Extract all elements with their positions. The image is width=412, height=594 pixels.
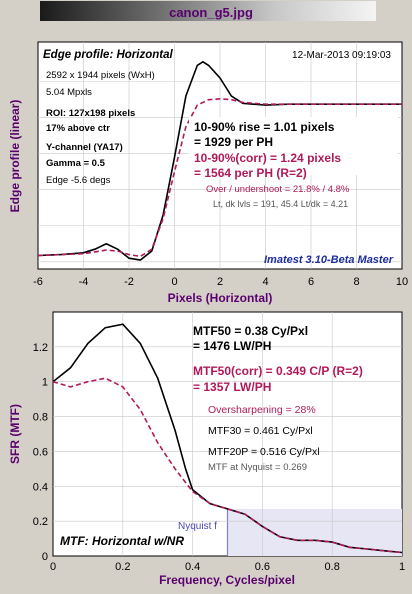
mtf50-lwph: = 1476 LW/PH <box>193 339 271 353</box>
gray-gradient-strip <box>40 1 376 21</box>
mtf-x-tick: 0.6 <box>255 561 270 573</box>
edge-x-tick-labels: -6 -4 -2 0 2 4 6 8 10 <box>33 276 408 288</box>
nyquist-label: Nyquist f <box>178 521 217 532</box>
mtf-y-tick: 1.2 <box>33 342 48 354</box>
edge-x-tick: 8 <box>353 276 359 288</box>
info-edge-angle: Edge -5.6 degs <box>46 175 111 186</box>
mtf-chart: 0 0.2 0.4 0.6 0.8 1 0 0.2 0.4 0.6 0.8 1 1.2 MTF50 =… <box>8 311 405 587</box>
mtf-nyquist-text: MTF at Nyquist = 0.269 <box>208 462 307 473</box>
edge-info-block: 2592 x 1944 pixels (WxH) 5.04 Mpxls ROI:… <box>46 70 155 186</box>
mtf20p-text: MTF20P = 0.516 Cy/Pxl <box>208 446 320 458</box>
edge-x-tick: 4 <box>262 276 268 288</box>
mtf30-text: MTF30 = 0.461 Cy/Pxl <box>208 425 313 437</box>
edge-x-tick: -4 <box>79 276 89 288</box>
edge-series-line-1 <box>37 97 402 258</box>
info-gamma: Gamma = 0.5 <box>46 158 106 169</box>
mtf-bottom-label: MTF: Horizontal w/NR <box>60 534 184 548</box>
mtf-x-tick: 0 <box>50 561 56 573</box>
mtf-x-tick: 0.8 <box>325 561 340 573</box>
imatest-watermark: Imatest 3.10-Beta Master <box>264 254 394 266</box>
nyquist-region <box>226 508 402 556</box>
edge-x-tick: 10 <box>396 276 408 288</box>
info-size: 2592 x 1944 pixels (WxH) <box>46 70 155 81</box>
rise-value: 10-90% rise = 1.01 pixels <box>194 120 335 134</box>
mtf-y-tick: 0.2 <box>33 516 48 528</box>
mtf-y-tick: 0.4 <box>33 481 48 493</box>
mtf-series-lines <box>52 323 403 554</box>
mtf-y-tick: 0 <box>42 551 48 563</box>
mtf50-value: MTF50 = 0.38 Cy/Pxl <box>193 324 308 338</box>
mtf-y-tick: 0.6 <box>33 446 48 458</box>
edge-y-axis-label: Edge profile (linear) <box>8 100 22 213</box>
mtf-x-axis-label: Frequency, Cycles/pixel <box>159 573 295 587</box>
edge-x-tick: -6 <box>33 276 43 288</box>
mtf-series-line-1 <box>52 377 403 554</box>
mtf-x-tick: 0.2 <box>115 561 130 573</box>
rise-corr-value: 10-90%(corr) = 1.24 pixels <box>194 151 341 165</box>
edge-x-tick: 6 <box>308 276 314 288</box>
mtf-x-tick: 0.4 <box>185 561 200 573</box>
mtf-x-tick: 1 <box>399 561 405 573</box>
edge-profile-chart: -6 -4 -2 0 2 4 6 8 10 Edge profile: Horizontal 1… <box>8 41 408 305</box>
mtf-y-axis-label: SFR (MTF) <box>8 404 22 464</box>
info-position: 17% above ctr <box>46 123 110 134</box>
edge-results-backdrop <box>189 117 398 175</box>
info-channel: Y-channel (YA17) <box>46 142 123 153</box>
edge-x-tick: 0 <box>171 276 177 288</box>
edge-x-tick: -2 <box>124 276 134 288</box>
mtf-y-tick: 0.8 <box>33 412 48 424</box>
rise-corr-per-ph: = 1564 per PH (R=2) <box>194 166 307 180</box>
edge-chart-title: Edge profile: Horizontal <box>43 49 174 61</box>
mtf-y-tick-labels: 0 0.2 0.4 0.6 0.8 1 1.2 <box>33 342 48 563</box>
edge-x-tick: 2 <box>217 276 223 288</box>
edge-timestamp: 12-Mar-2013 09:19:03 <box>292 50 391 61</box>
mtf-y-tick: 1 <box>42 377 48 389</box>
figure-title: canon_g5.jpg <box>169 5 253 20</box>
info-mpxls: 5.04 Mpxls <box>46 87 92 98</box>
edge-x-axis-label: Pixels (Horizontal) <box>168 291 273 305</box>
edge-series-lines <box>37 60 402 261</box>
mtf50-corr-value: MTF50(corr) = 0.349 C/P (R=2) <box>193 364 363 378</box>
nyquist-shade <box>227 508 402 556</box>
info-roi: ROI: 127x198 pixels <box>46 108 135 119</box>
mtf50-corr-lwph: = 1357 LW/PH <box>193 380 271 394</box>
oversharpening-text: Oversharpening = 28% <box>208 404 316 416</box>
rise-per-ph: = 1929 per PH <box>194 135 273 149</box>
mtf-x-tick-labels: 0 0.2 0.4 0.6 0.8 1 <box>50 561 405 573</box>
overshoot-text: Over / undershoot = 21.8% / 4.8% <box>206 184 350 195</box>
levels-text: Lt, dk lvls = 191, 45.4 Lt/dk = 4.21 <box>213 199 348 209</box>
